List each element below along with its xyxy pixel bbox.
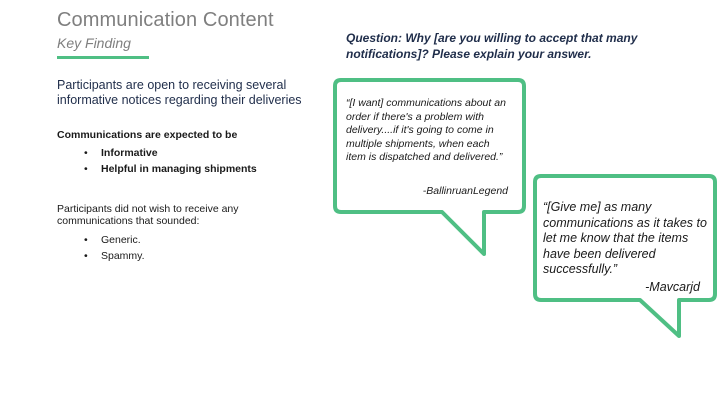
avoid-intro: Participants did not wish to receive any… (57, 203, 239, 227)
quote-1-author: -BallinruanLegend (422, 185, 508, 197)
list-item: Helpful in managing shipments (57, 162, 257, 178)
quote-1-text: “[I want] communications about an order … (346, 97, 506, 163)
list-item: Generic. (57, 233, 145, 249)
list-item: Spammy. (57, 249, 145, 265)
speech-bubble-1 (333, 78, 526, 256)
list-item: Informative (57, 146, 257, 162)
quote-2-text: “[Give me] as many communications as it … (543, 200, 707, 276)
speech-bubble-2 (533, 174, 717, 338)
avoid-list: Generic. Spammy. (57, 233, 145, 265)
expectations-list: Informative Helpful in managing shipment… (57, 146, 257, 178)
survey-question: Question: Why [are you willing to accept… (346, 31, 638, 61)
expectations-heading: Communications are expected to be (57, 129, 238, 141)
slide-title: Communication Content (57, 9, 274, 31)
lead-statement: Participants are open to receiving sever… (57, 78, 302, 107)
quote-2-author: -Mavcarjd (645, 280, 700, 294)
slide-subtitle: Key Finding (57, 35, 131, 51)
title-underline (57, 56, 149, 59)
